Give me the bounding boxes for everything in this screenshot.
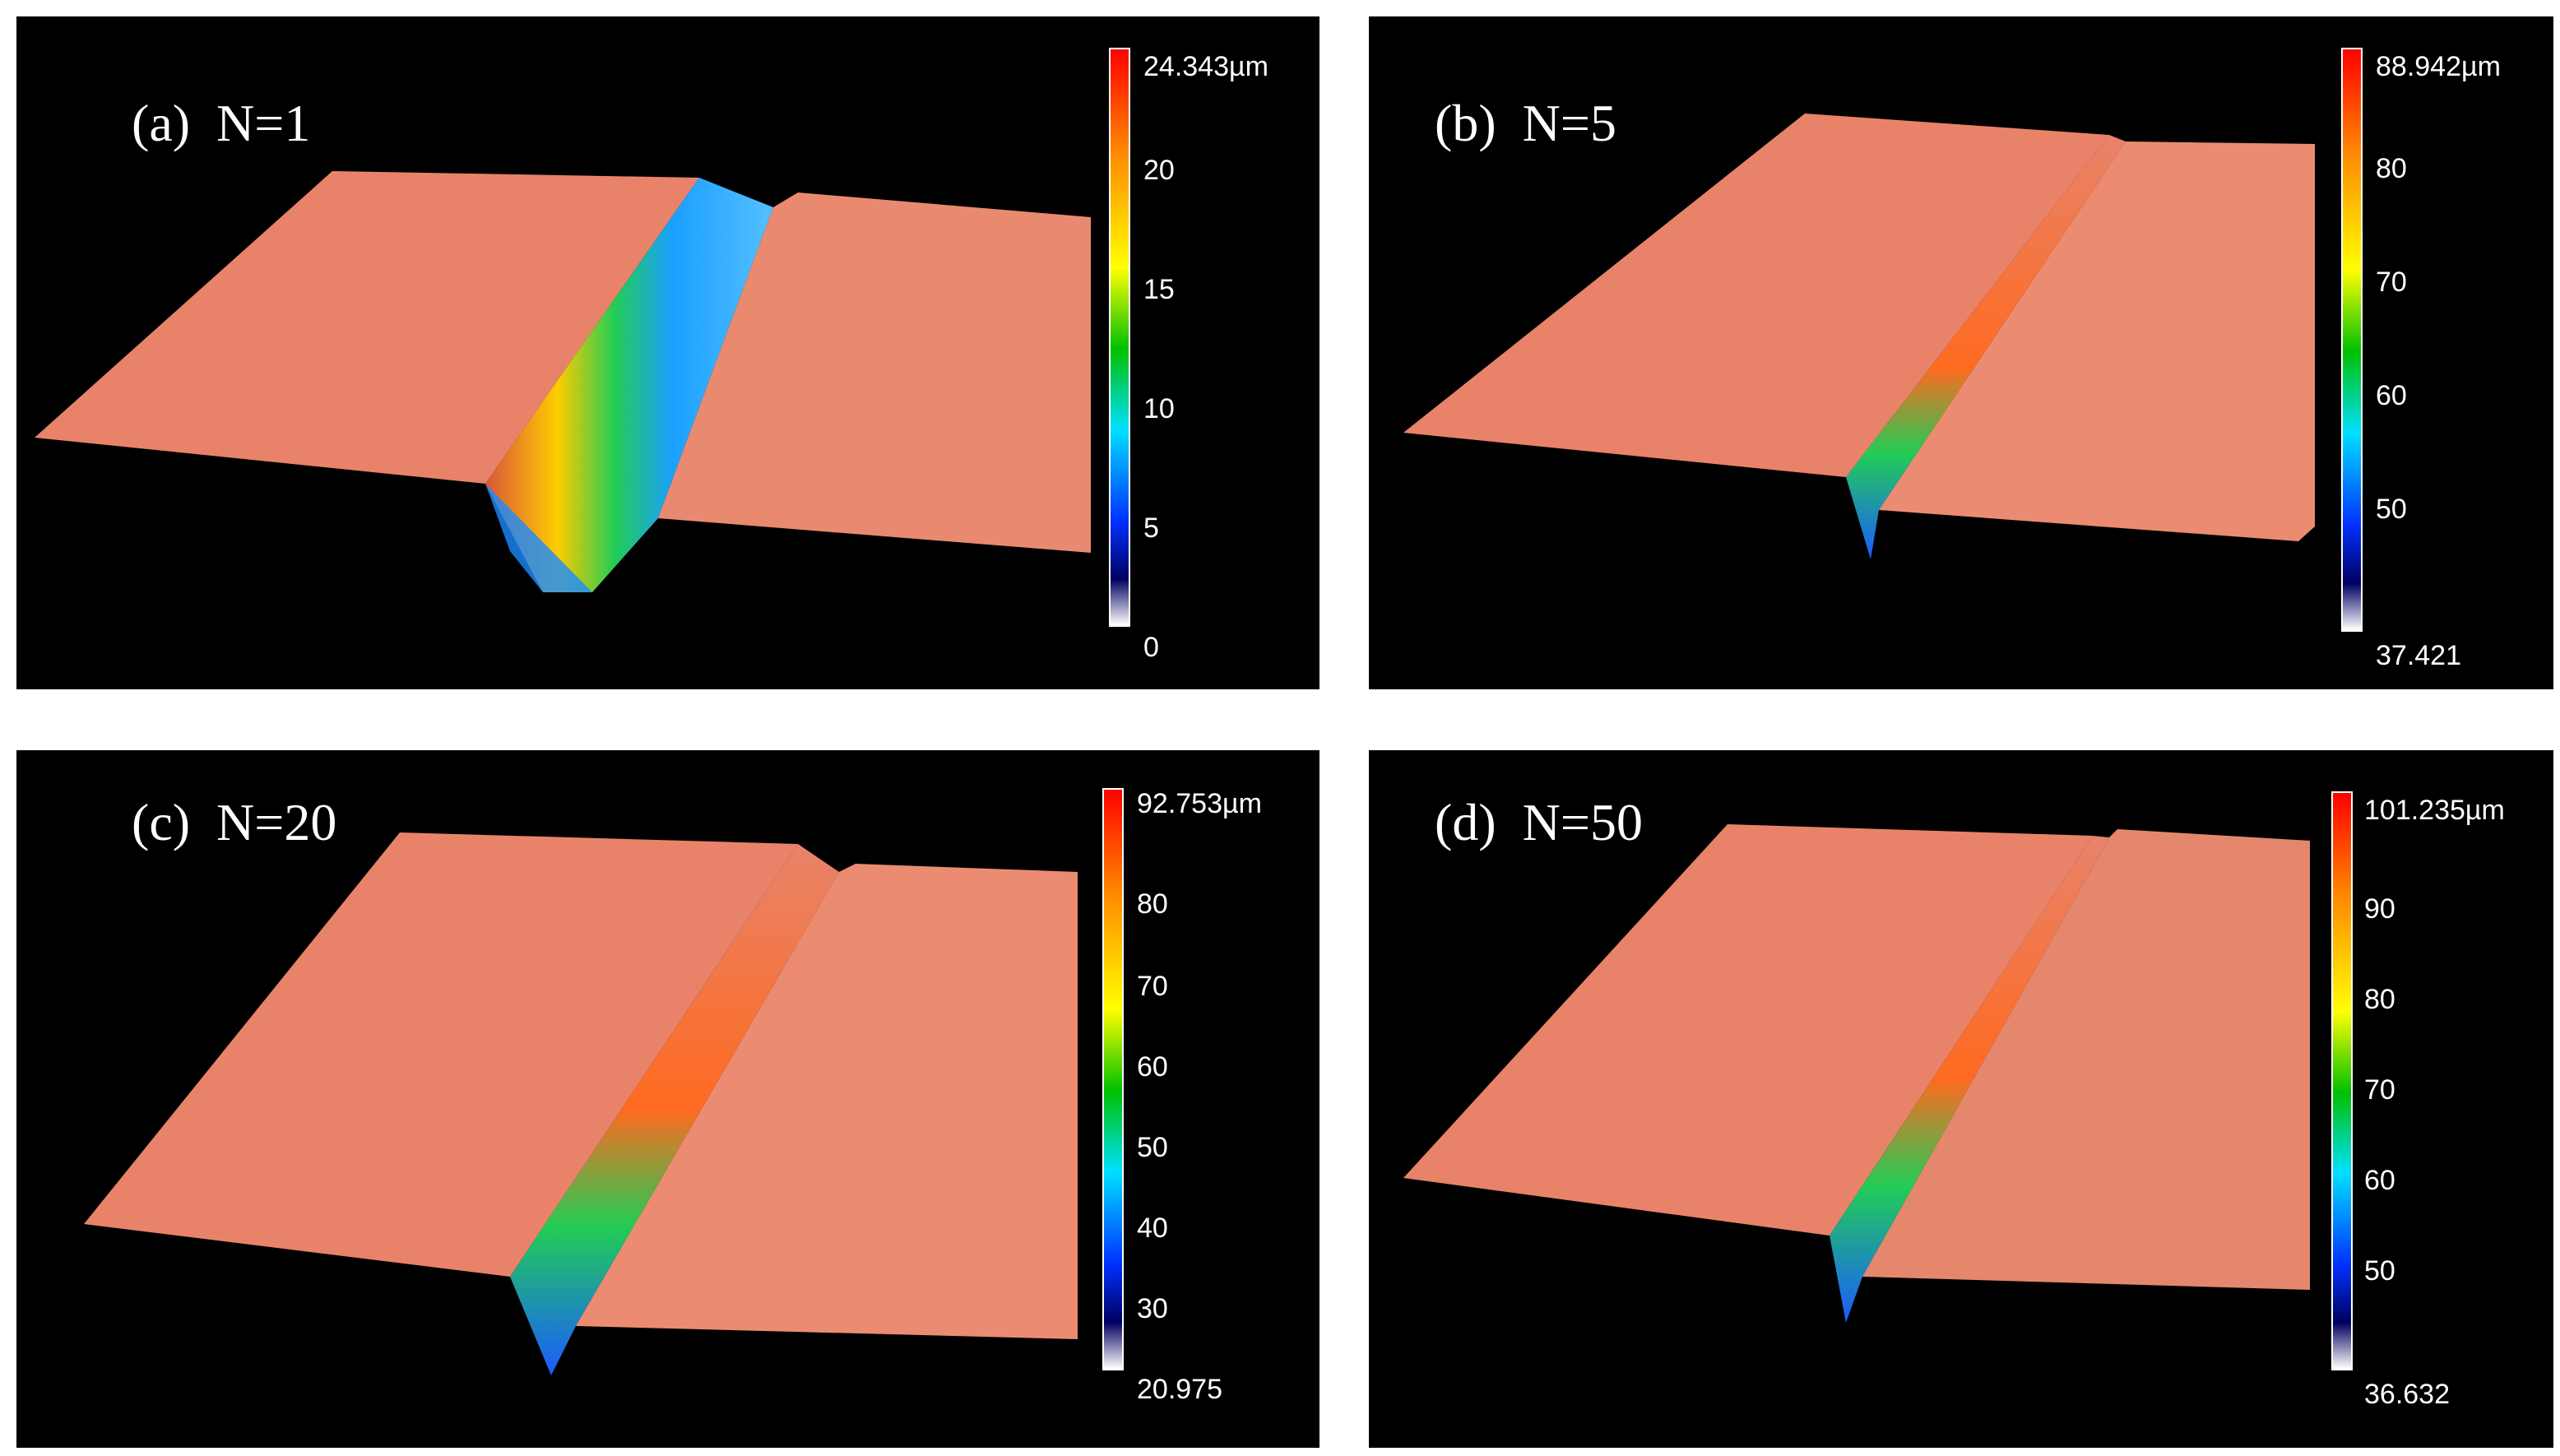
colorbar-min-d: 36.632 bbox=[2364, 1379, 2450, 1410]
surface-plot-d bbox=[1403, 824, 2310, 1323]
surface-right-b bbox=[1879, 141, 2315, 541]
colorbar-tick-c: 50 bbox=[1137, 1132, 1168, 1163]
colorbar-max-b: 88.942µm bbox=[2376, 51, 2501, 82]
groove-b bbox=[1846, 135, 2126, 559]
surface-left-c bbox=[84, 832, 798, 1277]
colorbar-tick-a: 20 bbox=[1143, 155, 1175, 186]
panel-b: (b) N=5 88.942µm 80 70 60 50 37.421 bbox=[1369, 16, 2553, 689]
colorbar-tick-d: 80 bbox=[2364, 984, 2395, 1015]
surface-left-d bbox=[1403, 824, 2093, 1236]
colorbar-tick-b: 60 bbox=[2376, 380, 2407, 411]
colorbar-tick-d: 90 bbox=[2364, 893, 2395, 925]
colorbar-max-c: 92.753µm bbox=[1137, 788, 1262, 819]
surface-left-a bbox=[35, 171, 699, 484]
colorbar-tick-a: 5 bbox=[1143, 512, 1159, 544]
surface-right-d bbox=[1862, 829, 2310, 1290]
colorbar-tick-b: 70 bbox=[2376, 267, 2407, 298]
panel-label-c: (c) N=20 bbox=[132, 793, 337, 851]
groove-c bbox=[510, 844, 839, 1375]
surface-plot-c bbox=[84, 832, 1078, 1375]
panel-d: (d) N=50 101.235µm 90 80 70 60 50 36.632 bbox=[1369, 750, 2553, 1448]
colorbar-tick-b: 50 bbox=[2376, 494, 2407, 525]
colorbar-d bbox=[2331, 791, 2353, 1370]
colorbar-b bbox=[2341, 48, 2363, 632]
surface-right-c bbox=[576, 864, 1078, 1339]
colorbar-tick-d: 60 bbox=[2364, 1165, 2395, 1196]
groove-d bbox=[1830, 836, 2109, 1323]
panel-label-b: (b) N=5 bbox=[1435, 94, 1616, 152]
colorbar-tick-a: 15 bbox=[1143, 274, 1175, 305]
colorbar-tick-a: 10 bbox=[1143, 393, 1175, 424]
panel-label-d: (d) N=50 bbox=[1435, 793, 1643, 851]
surface-right-a bbox=[658, 192, 1091, 553]
colorbar-tick-c: 70 bbox=[1137, 971, 1168, 1002]
colorbar-tick-d: 70 bbox=[2364, 1074, 2395, 1106]
colorbar-tick-c: 40 bbox=[1137, 1213, 1168, 1244]
surface-plot-b bbox=[1403, 114, 2315, 559]
colorbar-c bbox=[1102, 788, 1124, 1370]
panel-c: (c) N=20 92.753µm 80 70 60 50 40 30 20.9… bbox=[16, 750, 1319, 1448]
panel-label-a: (a) N=1 bbox=[132, 94, 311, 152]
colorbar-tick-d: 50 bbox=[2364, 1255, 2395, 1287]
colorbar-tick-b: 80 bbox=[2376, 153, 2407, 184]
colorbar-min-b: 37.421 bbox=[2376, 640, 2461, 671]
surface-plot-a bbox=[35, 171, 1091, 592]
colorbar-max-a: 24.343µm bbox=[1143, 51, 1268, 82]
colorbar-tick-c: 60 bbox=[1137, 1051, 1168, 1083]
surface-left-b bbox=[1403, 114, 2109, 477]
colorbar-max-d: 101.235µm bbox=[2364, 795, 2505, 826]
colorbar-tick-c: 80 bbox=[1137, 888, 1168, 920]
groove-a bbox=[485, 178, 773, 592]
panel-a: (a) N=1 24.343µm 20 15 10 5 0 bbox=[16, 16, 1319, 689]
colorbar-tick-c: 30 bbox=[1137, 1293, 1168, 1324]
colorbar-a bbox=[1109, 48, 1130, 627]
colorbar-min-a: 0 bbox=[1143, 632, 1159, 663]
colorbar-min-c: 20.975 bbox=[1137, 1374, 1222, 1405]
